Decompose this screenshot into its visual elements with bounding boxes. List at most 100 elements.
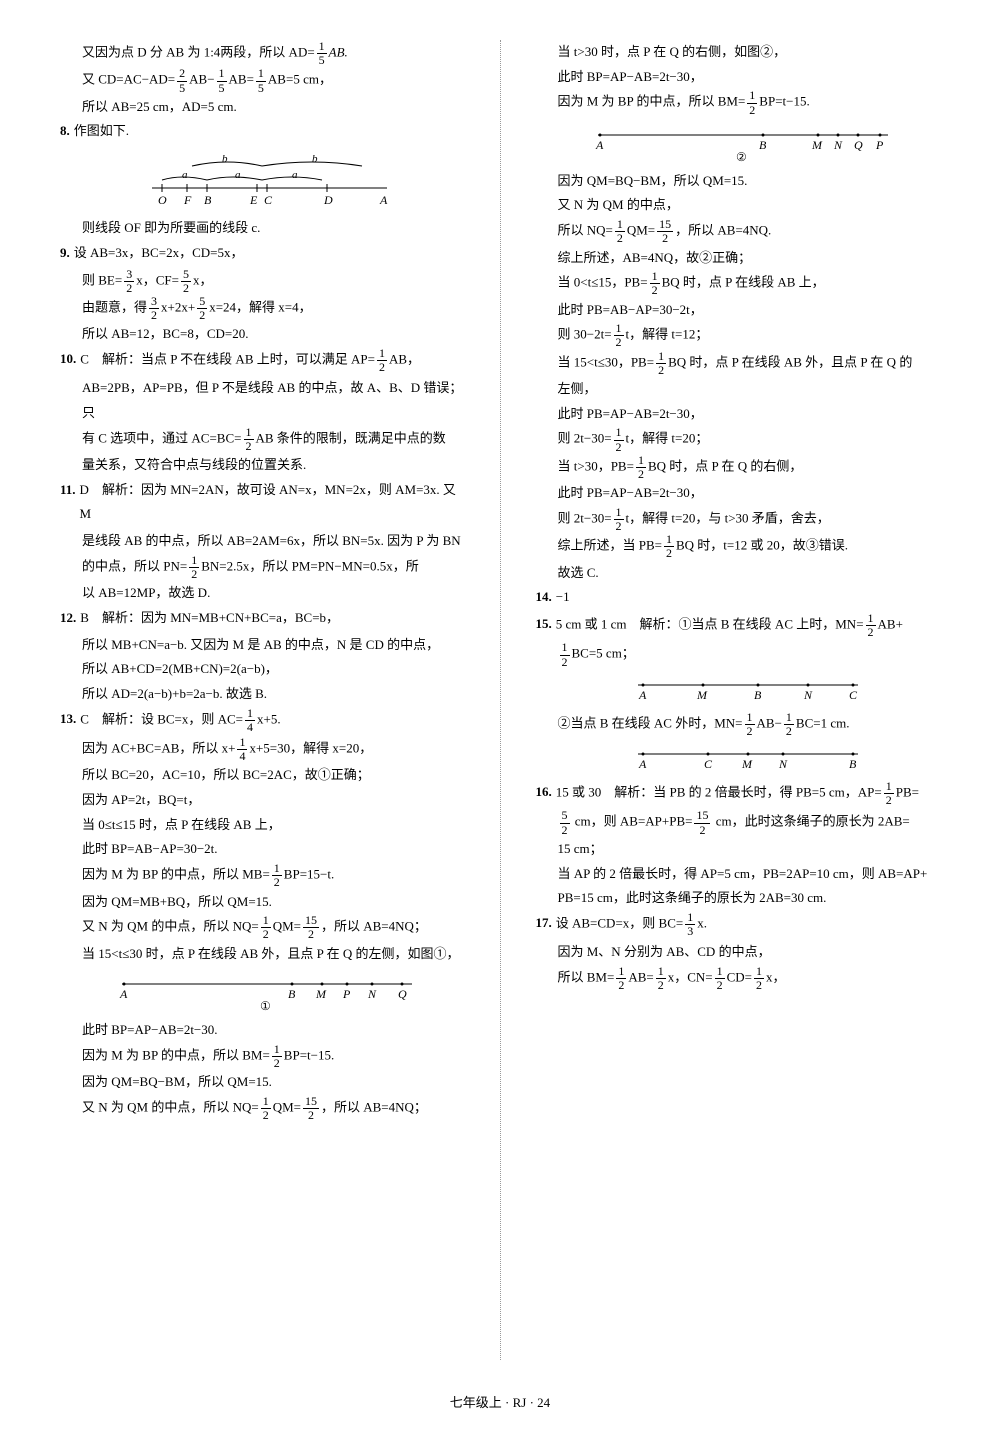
svg-text:M: M — [696, 688, 708, 702]
text-line: 因为 M 为 BP 的中点，所以 MB=12BP=15−t. — [82, 862, 465, 889]
diagram-q13-1: A B M P N Q ① — [92, 972, 432, 1012]
text-line: 因为 M 为 BP 的中点，所以 BM=12BP=t−15. — [82, 1043, 465, 1070]
text-line: 所以 AB+CD=2(MB+CN)=2(a−b)， — [82, 657, 465, 682]
question-17: 17. 设 AB=CD=x，则 BC=13x. — [536, 911, 941, 938]
svg-text:a: a — [292, 169, 298, 181]
svg-text:O: O — [158, 193, 167, 207]
text-line: 此时 PB=AB−AP=30−2t， — [558, 298, 941, 323]
text-line: 所以 BC=20，AC=10，所以 BC=2AC，故①正确； — [82, 763, 465, 788]
svg-text:C: C — [264, 193, 273, 207]
svg-text:M: M — [741, 757, 753, 771]
text-line: 当 t>30 时，点 P 在 Q 的右侧，如图②， — [558, 40, 941, 65]
text-line: 因为 M、N 分别为 AB、CD 的中点， — [558, 940, 941, 965]
svg-text:D: D — [323, 193, 333, 207]
text-line: 综上所述，当 PB=12BQ 时，t=12 或 20，故③错误. — [558, 533, 941, 560]
svg-text:F: F — [183, 193, 192, 207]
text-line: 以 AB=12MP，故选 D. — [82, 581, 465, 606]
text-line: 有 C 选项中，通过 AC=BC=12AB 条件的限制，既满足中点的数 — [82, 426, 465, 453]
svg-text:M: M — [811, 138, 823, 152]
svg-text:a: a — [235, 169, 241, 181]
right-column: 当 t>30 时，点 P 在 Q 的右侧，如图②， 此时 BP=AP−AB=2t… — [536, 40, 941, 1360]
text-line: 综上所述，AB=4NQ，故②正确； — [558, 246, 941, 271]
text-line: 此时 BP=AP−AB=2t−30， — [558, 65, 941, 90]
page-footer: 七年级上 · RJ · 24 — [0, 1392, 1000, 1411]
text-line: 因为 AP=2t，BQ=t， — [82, 788, 465, 813]
text-line: ②当点 B 在线段 AC 外时，MN=12AB−12BC=1 cm. — [558, 711, 941, 738]
text-line: 故选 C. — [558, 561, 941, 586]
text-line: 则 2t−30=12t，解得 t=20，与 t>30 矛盾，舍去， — [558, 506, 941, 533]
svg-text:B: B — [288, 987, 296, 1001]
svg-text:C: C — [704, 757, 713, 771]
svg-text:P: P — [875, 138, 884, 152]
text-line: 又因为点 D 分 AB 为 1:4两段，所以 AD=15AB. — [82, 40, 465, 67]
question-14: 14. −1 — [536, 585, 941, 610]
question-10: 10. C 解析：当点 P 不在线段 AB 上时，可以满足 AP=12AB， — [60, 347, 465, 374]
text-line: AB=2PB，AP=PB，但 P 不是线段 AB 的中点，故 A、B、D 错误；… — [82, 376, 465, 425]
text-line: 则 30−2t=12t，解得 t=12； — [558, 322, 941, 349]
text-line: 所以 AD=2(a−b)+b=2a−b. 故选 B. — [82, 682, 465, 707]
text-line: 此时 PB=AP−AB=2t−30， — [558, 481, 941, 506]
text-line: 又 N 为 QM 的中点， — [558, 193, 941, 218]
column-divider — [500, 40, 501, 1360]
text-line: 是线段 AB 的中点，所以 AB=2AM=6x，所以 BN=5x. 因为 P 为… — [82, 529, 465, 554]
text-line: 当 t>30，PB=12BQ 时，点 P 在 Q 的右侧， — [558, 454, 941, 481]
text-line: 则 2t−30=12t，解得 t=20； — [558, 426, 941, 453]
svg-text:N: N — [778, 757, 788, 771]
text-line: 所以 BM=12AB=12x，CN=12CD=12x， — [558, 965, 941, 992]
text-line: 此时 PB=AP−AB=2t−30， — [558, 402, 941, 427]
svg-text:b: b — [222, 153, 228, 165]
text-line: 因为 M 为 BP 的中点，所以 BM=12BP=t−15. — [558, 89, 941, 116]
svg-text:B: B — [754, 688, 762, 702]
text-line: 此时 BP=AB−AP=30−2t. — [82, 837, 465, 862]
text-line: 当 15<t≤30，PB=12BQ 时，点 P 在线段 AB 外，且点 P 在 … — [558, 350, 941, 377]
left-column: 又因为点 D 分 AB 为 1:4两段，所以 AD=15AB. 又 CD=AC−… — [60, 40, 465, 1360]
text-line: 因为 QM=MB+BQ，所以 QM=15. — [82, 890, 465, 915]
text-line: 12BC=5 cm； — [558, 641, 941, 668]
svg-text:M: M — [315, 987, 327, 1001]
text-line: 左侧， — [558, 377, 941, 402]
text-line: 则 BE=32x，CF=52x， — [82, 268, 465, 295]
text-line: 因为 QM=BQ−BM，所以 QM=15. — [558, 169, 941, 194]
svg-text:B: B — [849, 757, 857, 771]
text-line: PB=15 cm，此时这条绳子的原长为 2AB=30 cm. — [558, 886, 941, 911]
svg-text:E: E — [249, 193, 258, 207]
text-line: 此时 BP=AP−AB=2t−30. — [82, 1018, 465, 1043]
text-line: 当 AP 的 2 倍最长时，得 AP=5 cm，PB=2AP=10 cm，则 A… — [558, 862, 941, 887]
svg-text:B: B — [204, 193, 212, 207]
text-line: 当 0<t≤15，PB=12BQ 时，点 P 在线段 AB 上， — [558, 270, 941, 297]
svg-text:A: A — [638, 757, 647, 771]
question-12: 12. B 解析：因为 MN=MB+CN+BC=a，BC=b， — [60, 606, 465, 631]
question-9: 9. 设 AB=3x，BC=2x，CD=5x， — [60, 241, 465, 266]
question-13: 13. C 解析：设 BC=x，则 AC=14x+5. — [60, 707, 465, 734]
text-line: 当 0≤t≤15 时，点 P 在线段 AB 上， — [82, 813, 465, 838]
svg-text:b: b — [312, 153, 318, 165]
svg-text:N: N — [367, 987, 377, 1001]
svg-text:Q: Q — [398, 987, 407, 1001]
svg-text:A: A — [379, 193, 388, 207]
text-line: 则线段 OF 即为所要画的线段 c. — [82, 216, 465, 241]
svg-text:a: a — [182, 169, 188, 181]
text-line: 所以 NQ=12QM=152，所以 AB=4NQ. — [558, 218, 941, 245]
text-line: 所以 AB=12，BC=8，CD=20. — [82, 322, 465, 347]
question-15: 15. 5 cm 或 1 cm 解析：①当点 B 在线段 AC 上时，MN=12… — [536, 612, 941, 639]
svg-text:B: B — [759, 138, 767, 152]
text-line: 又 N 为 QM 的中点，所以 NQ=12QM=152，所以 AB=4NQ； — [82, 914, 465, 941]
svg-text:N: N — [833, 138, 843, 152]
svg-text:②: ② — [736, 150, 747, 163]
text-line: 所以 MB+CN=a−b. 又因为 M 是 AB 的中点，N 是 CD 的中点， — [82, 633, 465, 658]
text-line: 量关系，又符合中点与线段的位置关系. — [82, 453, 465, 478]
question-8: 8. 作图如下. — [60, 119, 465, 144]
text-line: 由题意，得32x+2x+52x=24，解得 x=4， — [82, 295, 465, 322]
text-line: 所以 AB=25 cm，AD=5 cm. — [82, 95, 465, 120]
svg-text:Q: Q — [854, 138, 863, 152]
svg-text:P: P — [342, 987, 351, 1001]
text-line: 的中点，所以 PN=12BN=2.5x，所以 PM=PN−MN=0.5x，所 — [82, 554, 465, 581]
diagram-q15-2: A C M N B — [598, 744, 878, 774]
text-line: 52 cm，则 AB=AP+PB=152 cm，此时这条绳子的原长为 2AB= — [558, 809, 941, 836]
text-line: 因为 QM=BQ−BM，所以 QM=15. — [82, 1070, 465, 1095]
text-line: 因为 AC+BC=AB，所以 x+14x+5=30，解得 x=20， — [82, 736, 465, 763]
text-line: 当 15<t≤30 时，点 P 在线段 AB 外，且点 P 在 Q 的左侧，如图… — [82, 942, 465, 967]
text-line: 又 N 为 QM 的中点，所以 NQ=12QM=152，所以 AB=4NQ； — [82, 1095, 465, 1122]
diagram-q15-1: A M B N C — [598, 675, 878, 705]
svg-text:N: N — [803, 688, 813, 702]
